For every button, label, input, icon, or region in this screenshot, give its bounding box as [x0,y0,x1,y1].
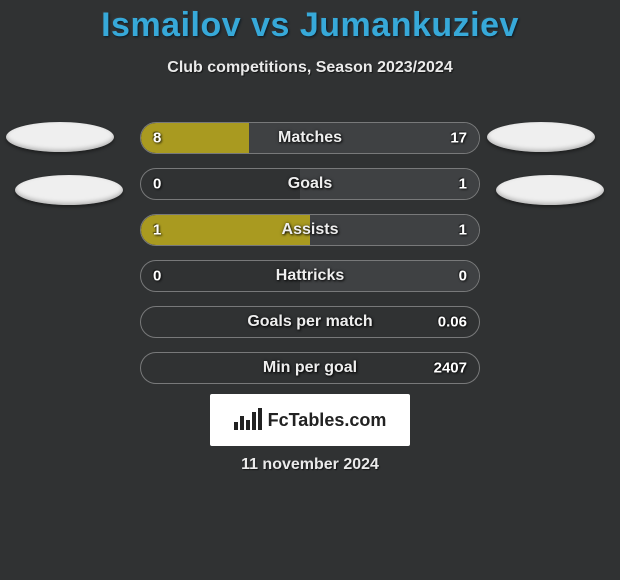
stat-value-right: 0 [459,268,467,285]
stats-chart: 8 17 Matches 0 1 Goals 1 1 Assists 0 0 Hattricks 0.0… [140,122,480,398]
stat-value-right: 17 [450,130,467,147]
stat-label: Hattricks [276,267,344,285]
stat-value-left: 0 [153,176,161,193]
page-subtitle: Club competitions, Season 2023/2024 [0,59,620,77]
player-badge [6,122,114,152]
stat-bar: 0 1 Goals [140,168,480,200]
stat-label: Goals per match [247,313,372,331]
stat-value-left: 0 [153,268,161,285]
stat-label: Goals [288,175,332,193]
stat-label: Matches [278,129,342,147]
stat-label: Min per goal [263,359,357,377]
brand-badge: FcTables.com [210,394,410,446]
player-badge [496,175,604,205]
stat-bar: 0 0 Hattricks [140,260,480,292]
date-label: 11 november 2024 [241,456,379,474]
page-title: Ismailov vs Jumankuziev [0,0,620,45]
stat-label: Assists [282,221,339,239]
player-badge [487,122,595,152]
brand-logo-icon [234,410,262,430]
stat-value-right: 1 [459,176,467,193]
player-badge [15,175,123,205]
stat-bar: 0.06 Goals per match [140,306,480,338]
stat-value-right: 0.06 [438,314,467,331]
brand-text: FcTables.com [268,410,387,431]
stat-value-right: 1 [459,222,467,239]
stat-value-left: 8 [153,130,161,147]
stat-value-left: 1 [153,222,161,239]
stat-bar: 8 17 Matches [140,122,480,154]
stat-bar: 1 1 Assists [140,214,480,246]
stat-value-right: 2407 [434,360,467,377]
stat-bar: 2407 Min per goal [140,352,480,384]
